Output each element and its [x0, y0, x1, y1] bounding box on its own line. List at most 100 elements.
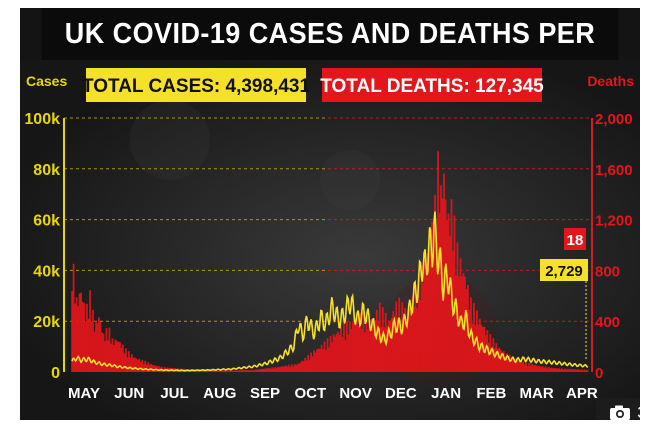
- death-bar: [216, 370, 218, 372]
- death-bar: [151, 365, 154, 372]
- chart-svg: 0 20k 40k 60k 80k 100k 0 400 800 1,200 1,600 2,000…: [20, 60, 640, 420]
- death-bar: [211, 370, 214, 372]
- death-bar: [113, 344, 115, 372]
- death-bar: [426, 252, 429, 372]
- x-tick-label: JUL: [160, 385, 188, 402]
- death-bar: [316, 349, 318, 372]
- death-bar: [550, 367, 553, 372]
- death-bar: [473, 303, 475, 372]
- death-bar: [78, 293, 81, 372]
- left-tick-label: 20k: [33, 314, 60, 331]
- death-bar: [323, 341, 326, 372]
- death-bar: [582, 370, 584, 372]
- death-bar: [208, 370, 211, 372]
- death-bar: [483, 326, 486, 372]
- death-bar: [253, 370, 256, 372]
- death-bar: [340, 327, 342, 372]
- death-bar: [153, 365, 156, 372]
- right-axis-ticks: 0 400 800 1,200 1,600 2,000: [595, 111, 633, 382]
- death-bar: [259, 369, 262, 372]
- left-tick-label: 100k: [24, 111, 60, 128]
- death-bar: [225, 370, 227, 372]
- death-bar: [293, 363, 296, 372]
- death-bar: [296, 363, 299, 372]
- death-bar: [335, 334, 338, 372]
- death-bar: [129, 357, 132, 372]
- death-bar: [262, 368, 265, 372]
- death-bar: [528, 362, 531, 372]
- death-bar: [272, 368, 275, 372]
- death-bar: [84, 321, 87, 372]
- death-bar: [561, 368, 563, 372]
- death-bar: [544, 366, 547, 372]
- x-tick-label: DEC: [385, 385, 417, 402]
- death-bar: [386, 325, 389, 372]
- death-bar: [136, 359, 139, 372]
- latest-cases-badge: [540, 259, 588, 281]
- grid-lines: [64, 117, 592, 322]
- death-bar: [547, 366, 550, 372]
- death-bar: [118, 341, 121, 372]
- death-bar: [96, 323, 99, 372]
- death-bar: [357, 325, 360, 372]
- death-bar: [540, 366, 543, 372]
- death-bar: [434, 194, 436, 372]
- death-bar: [420, 265, 423, 372]
- death-bar: [363, 332, 366, 372]
- death-bar: [247, 370, 250, 372]
- death-bar: [83, 302, 85, 372]
- x-tick-label: JAN: [431, 385, 461, 402]
- total-cases-badge: [86, 68, 306, 102]
- death-bar: [502, 351, 505, 372]
- death-bar: [487, 342, 490, 372]
- death-bar: [402, 320, 405, 372]
- death-bar: [110, 343, 112, 372]
- death-bar: [302, 361, 305, 372]
- death-bar: [365, 315, 368, 372]
- death-bar: [422, 282, 425, 372]
- death-bar: [239, 370, 242, 372]
- death-bar: [586, 369, 589, 372]
- death-bar: [286, 366, 289, 372]
- death-bar: [90, 321, 93, 372]
- death-bar: [355, 323, 357, 372]
- x-tick-label: MAY: [68, 385, 100, 402]
- death-bar: [139, 361, 142, 372]
- death-bar: [496, 348, 499, 372]
- death-bar: [132, 357, 135, 372]
- death-bar: [423, 258, 426, 372]
- death-bar: [329, 335, 332, 372]
- death-bar: [538, 365, 541, 372]
- death-bar: [135, 358, 138, 372]
- death-bar: [508, 354, 511, 372]
- death-bar: [353, 323, 356, 372]
- death-bar: [516, 360, 519, 372]
- death-bar: [360, 328, 363, 372]
- death-bar: [446, 219, 448, 372]
- death-bar: [562, 369, 565, 372]
- death-bar: [387, 320, 390, 372]
- death-bar: [325, 349, 327, 372]
- death-bar: [310, 352, 312, 372]
- death-bar: [419, 299, 422, 372]
- death-bar: [558, 368, 560, 372]
- death-bar: [429, 250, 432, 372]
- total-cases-text: TOTAL CASES: 4,398,431: [82, 76, 311, 97]
- death-bar: [359, 313, 362, 372]
- death-bar: [346, 322, 348, 372]
- death-bar: [338, 335, 341, 372]
- death-bar: [280, 366, 283, 372]
- photo-count-badge[interactable]: 3: [596, 398, 640, 420]
- total-deaths-text: TOTAL DEATHS: 127,345: [320, 76, 544, 97]
- death-bar: [504, 356, 507, 372]
- death-bar: [236, 370, 239, 372]
- death-bar: [274, 367, 277, 372]
- death-bar: [244, 370, 247, 372]
- death-bar: [290, 364, 293, 372]
- death-bar: [299, 362, 302, 372]
- death-bar: [123, 353, 126, 372]
- left-axis-ticks: 0 20k 40k 60k 80k 100k: [24, 111, 60, 382]
- death-bar: [570, 369, 572, 372]
- death-bar: [465, 288, 468, 372]
- death-bar: [201, 370, 203, 372]
